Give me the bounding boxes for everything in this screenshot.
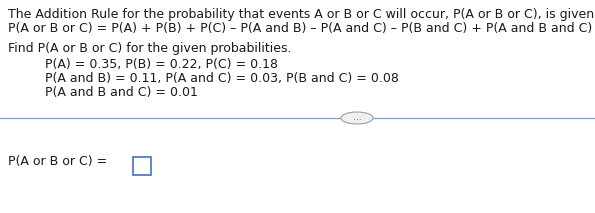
Text: The Addition Rule for the probability that events A or B or C will occur, P(A or: The Addition Rule for the probability th… xyxy=(8,8,595,21)
Text: P(A or B or C) = P(A) + P(B) + P(C) – P(A and B) – P(A and C) – P(B and C) + P(A: P(A or B or C) = P(A) + P(B) + P(C) – P(… xyxy=(8,22,592,35)
Text: Find P(A or B or C) for the given probabilities.: Find P(A or B or C) for the given probab… xyxy=(8,42,292,55)
Text: P(A or B or C) =: P(A or B or C) = xyxy=(8,155,111,168)
Text: ...: ... xyxy=(353,114,361,122)
FancyBboxPatch shape xyxy=(133,157,151,175)
Text: P(A) = 0.35, P(B) = 0.22, P(C) = 0.18: P(A) = 0.35, P(B) = 0.22, P(C) = 0.18 xyxy=(45,58,278,71)
Text: P(A and B) = 0.11, P(A and C) = 0.03, P(B and C) = 0.08: P(A and B) = 0.11, P(A and C) = 0.03, P(… xyxy=(45,72,399,85)
Text: P(A and B and C) = 0.01: P(A and B and C) = 0.01 xyxy=(45,86,198,99)
Ellipse shape xyxy=(341,112,373,124)
